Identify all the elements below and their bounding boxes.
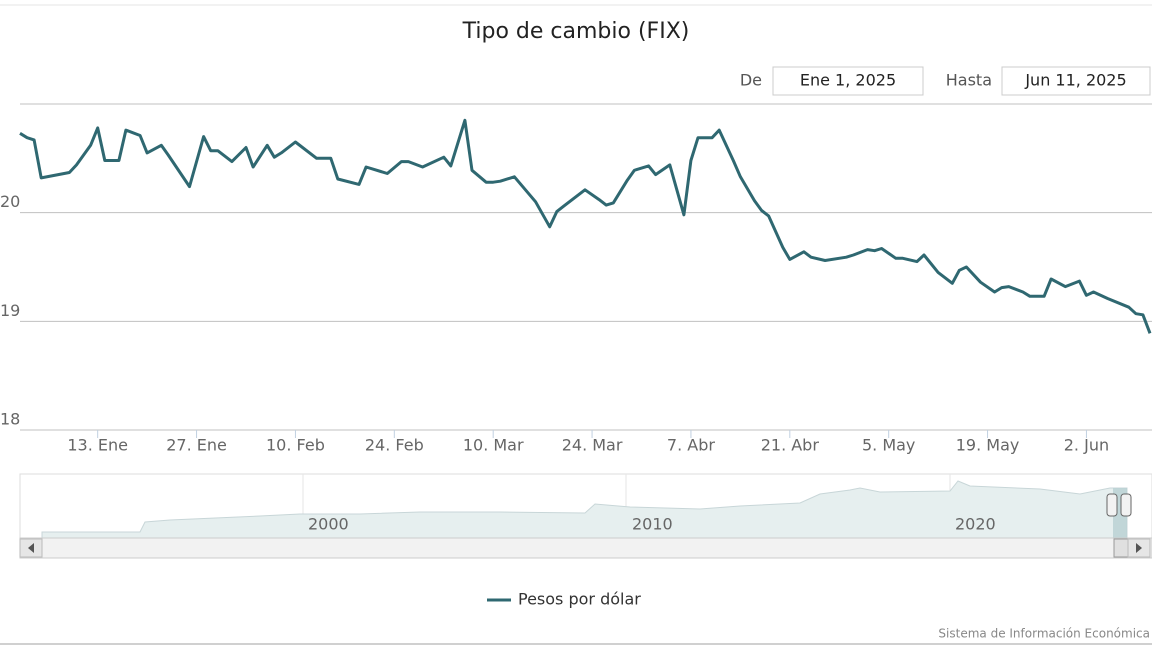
navigator-label: 2010: [632, 515, 673, 534]
navigator-label: 2020: [955, 515, 996, 534]
navigator[interactable]: [19, 473, 1152, 559]
navigator-handle[interactable]: [1106, 493, 1118, 517]
credits: Sistema de Información Económica: [938, 627, 1150, 641]
legend-label[interactable]: Pesos por dólar: [518, 590, 641, 609]
scrollbar-left-arrow: [28, 543, 34, 553]
y-tick-label: 19: [0, 301, 20, 320]
x-tick-label: 2. Jun: [1064, 436, 1109, 455]
range-from-input[interactable]: [772, 66, 924, 96]
range-to-label: Hasta: [946, 71, 992, 90]
x-tick-label: 13. Ene: [67, 436, 128, 455]
x-tick-label: 5. May: [862, 436, 915, 455]
range-from-value[interactable]: Ene 1, 2025: [800, 71, 896, 90]
scrollbar-thumb[interactable]: [1113, 538, 1129, 558]
range-from-label: De: [740, 71, 762, 90]
x-tick-label: 7. Abr: [667, 436, 715, 455]
navigator-handle[interactable]: [1120, 493, 1132, 517]
y-tick-label: 20: [0, 192, 20, 211]
scrollbar-track[interactable]: [19, 537, 1152, 559]
x-tick-label: 10. Mar: [463, 436, 524, 455]
x-tick-label: 24. Mar: [562, 436, 623, 455]
navigator-series: [41, 480, 1128, 539]
x-tick-label: 19. May: [956, 436, 1020, 455]
series-line: [19, 118, 1152, 334]
chart-title: Tipo de cambio (FIX): [462, 19, 690, 44]
range-to-value[interactable]: Jun 11, 2025: [1024, 71, 1126, 90]
x-tick-label: 27. Ene: [166, 436, 227, 455]
x-tick-label: 24. Feb: [365, 436, 424, 455]
scrollbar-right-arrow: [1136, 543, 1142, 553]
navigator-label: 2000: [308, 515, 349, 534]
y-tick-label: 18: [0, 410, 20, 429]
x-tick-label: 10. Feb: [266, 436, 325, 455]
range-to-input[interactable]: [1001, 66, 1151, 96]
x-tick-label: 21. Abr: [761, 436, 820, 455]
